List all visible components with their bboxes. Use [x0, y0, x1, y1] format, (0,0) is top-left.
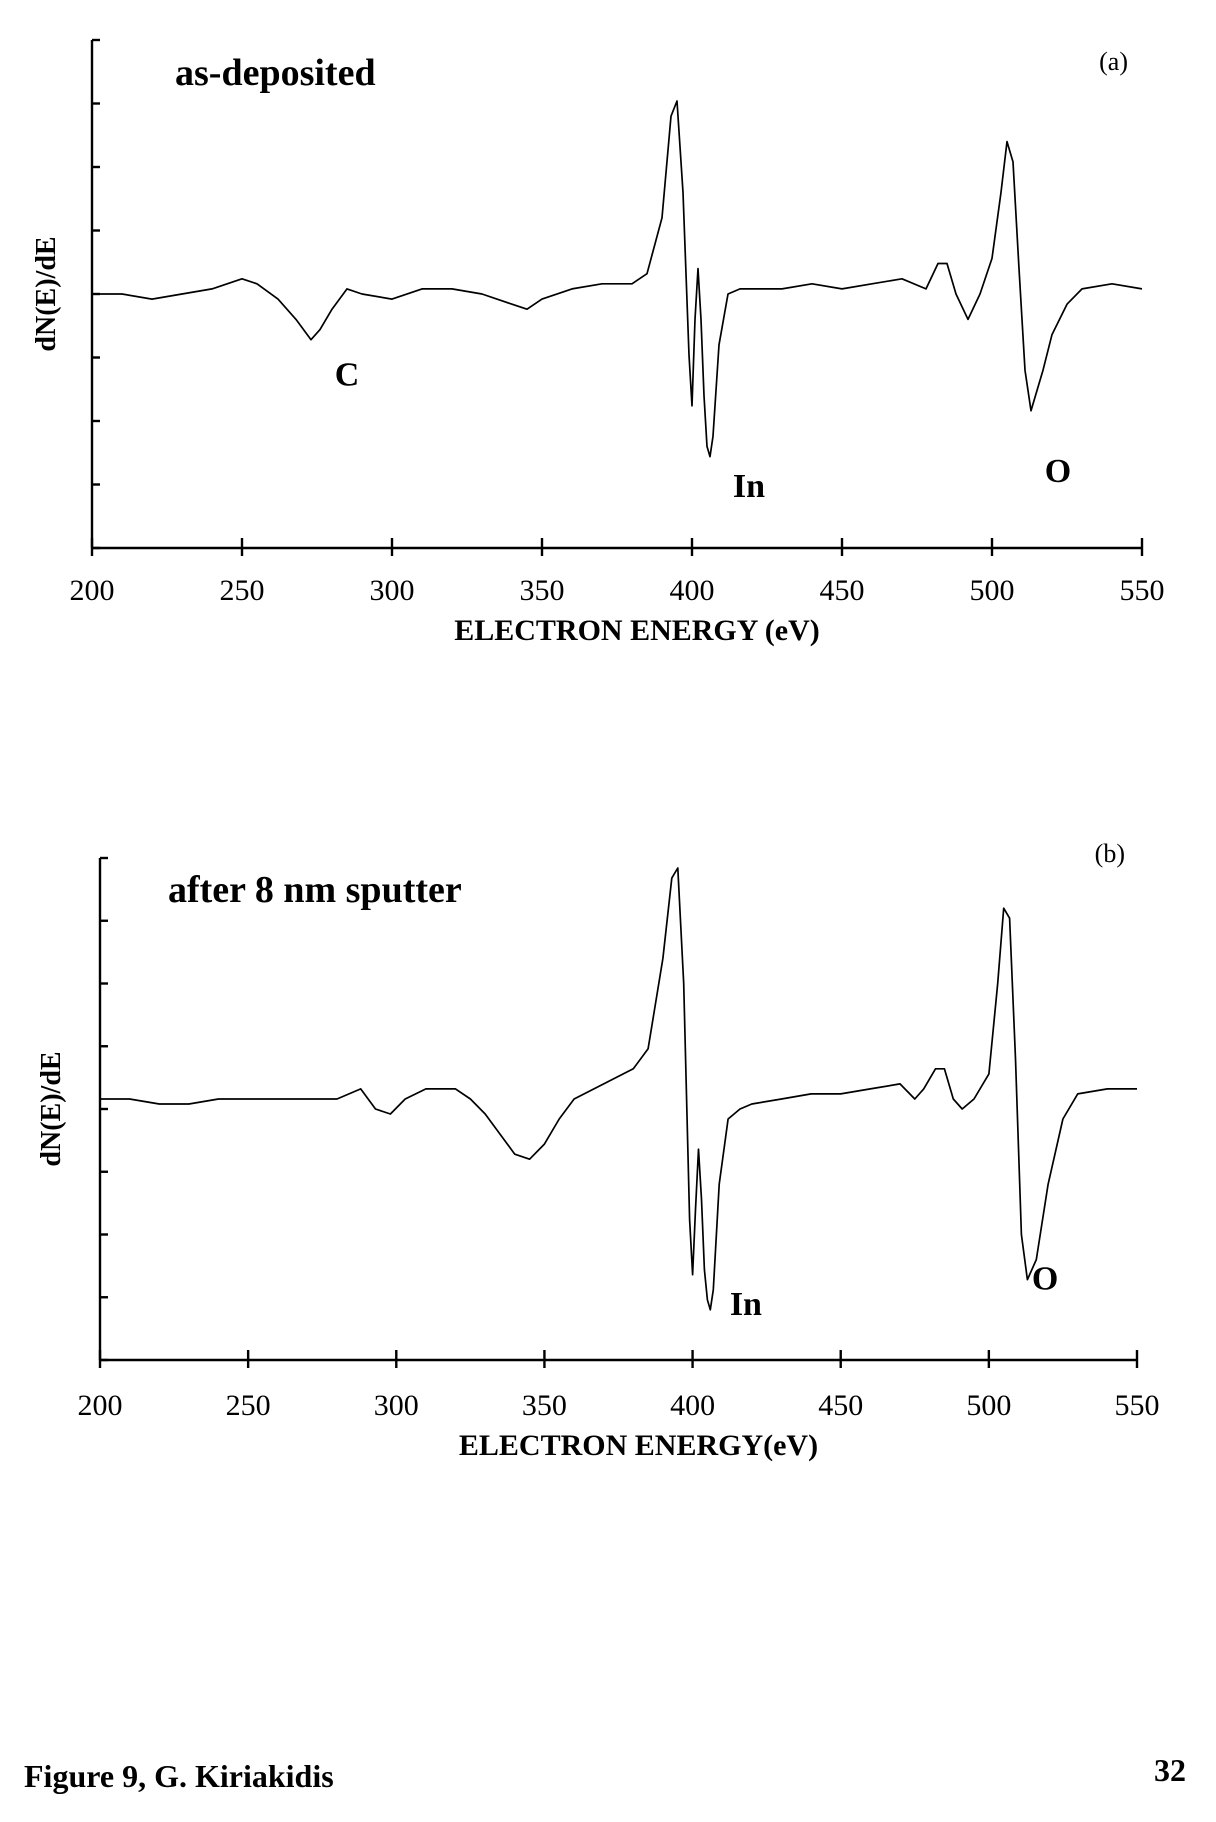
axes	[98, 856, 1139, 1368]
chart-title: after 8 nm sputter	[168, 869, 462, 911]
chart-a: 200 250 300 350 400 450 500 550 ELECTRON ENERGY …	[31, 38, 1165, 647]
peak-annotation: C	[335, 356, 360, 393]
peak-annotation: O	[1045, 453, 1071, 490]
x-tick-label: 400	[670, 574, 715, 607]
x-tick-label: 450	[820, 574, 865, 607]
x-tick-label: 200	[70, 574, 115, 607]
chart-title: as-deposited	[175, 52, 376, 94]
x-tick-label: 450	[818, 1389, 863, 1422]
x-tick-label: 350	[522, 1389, 567, 1422]
peak-annotation: O	[1032, 1261, 1058, 1298]
x-tick-label: 550	[1120, 574, 1165, 607]
y-axis-label: dN(E)/dE	[36, 1051, 67, 1166]
panel-label: (b)	[1095, 839, 1125, 868]
x-tick-label: 500	[970, 574, 1015, 607]
x-tick-label: 500	[966, 1389, 1011, 1422]
x-tick-label: 350	[520, 574, 565, 607]
x-tick-label: 250	[226, 1389, 271, 1422]
chart-b: 200 250 300 350 400 450 500 550 ELECTRON ENERGY(…	[36, 839, 1160, 1462]
x-axis-label: ELECTRON ENERGY(eV)	[459, 1429, 818, 1462]
panel-label: (a)	[1099, 47, 1128, 76]
series-line	[92, 100, 1143, 458]
peak-annotation: In	[733, 468, 765, 505]
peak-annotation: In	[730, 1286, 762, 1323]
x-axis-label: ELECTRON ENERGY (eV)	[454, 614, 820, 647]
figure-caption: Figure 9, G. Kiriakidis	[24, 1758, 334, 1794]
y-axis-label: dN(E)/dE	[31, 236, 62, 351]
axes	[90, 38, 1144, 556]
x-tick-label: 300	[370, 574, 415, 607]
x-tick-label: 300	[374, 1389, 419, 1422]
x-tick-label: 200	[78, 1389, 123, 1422]
x-tick-label: 400	[670, 1389, 715, 1422]
series-line	[100, 867, 1137, 1311]
x-tick-label: 250	[220, 574, 265, 607]
x-tick-label: 550	[1115, 1389, 1160, 1422]
page-number: 32	[1154, 1752, 1186, 1788]
